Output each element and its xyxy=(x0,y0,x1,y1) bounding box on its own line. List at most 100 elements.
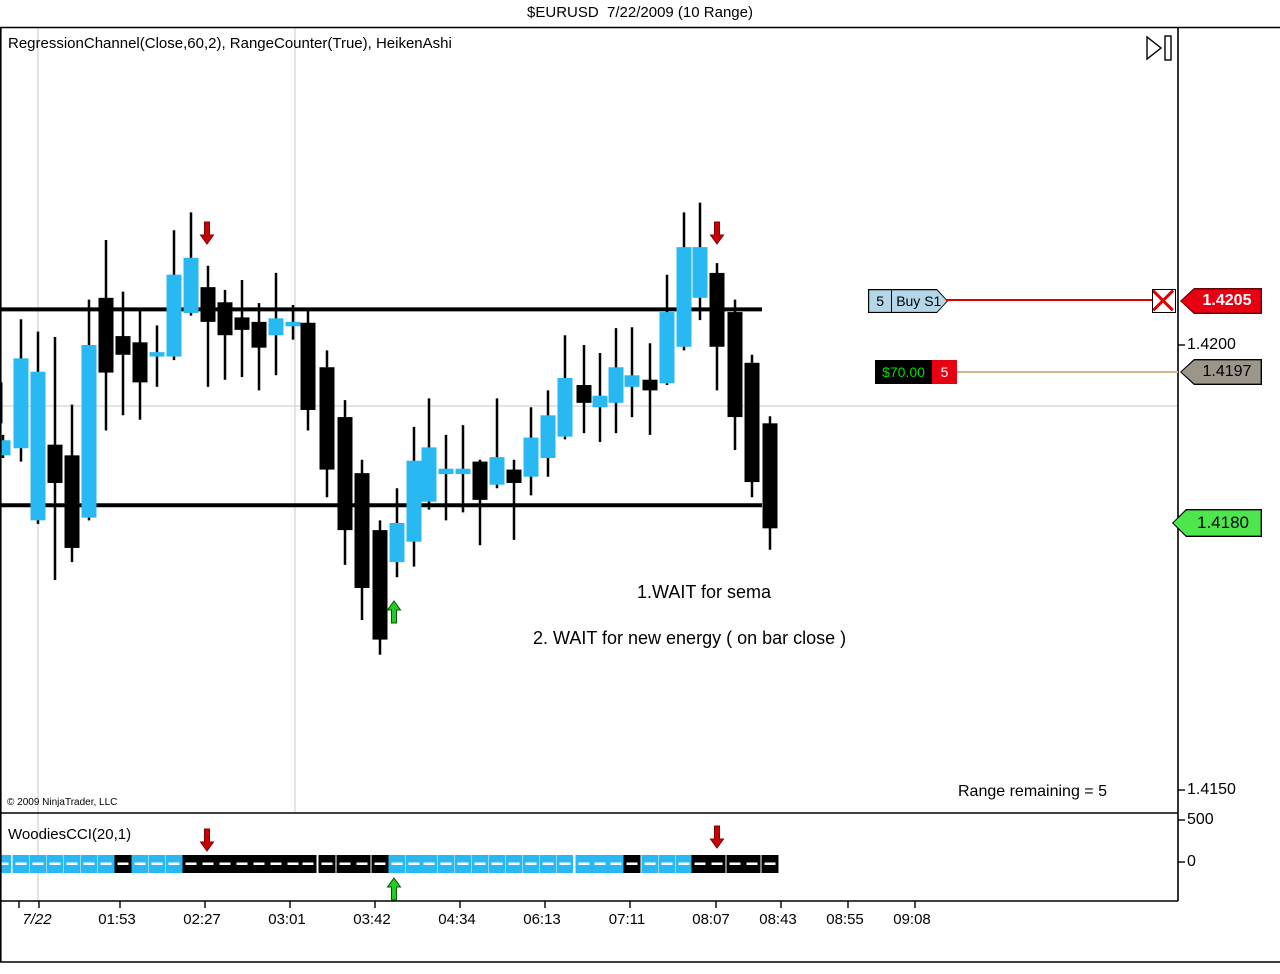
candle-body xyxy=(285,321,301,327)
cci-block-dash xyxy=(168,862,180,865)
candle-body xyxy=(659,312,675,384)
cancel-order-button[interactable] xyxy=(1152,289,1176,313)
candle-body xyxy=(489,457,505,485)
cci-block-dash xyxy=(100,862,112,865)
cci-block-dash xyxy=(134,862,146,865)
candle-body xyxy=(438,468,454,475)
cci-block-dash xyxy=(474,862,486,865)
go-to-end-icon[interactable] xyxy=(1144,33,1176,63)
position-price-tag: 1.4197 xyxy=(1180,359,1262,385)
candle-body xyxy=(642,379,658,391)
position-price-tag-text: 1.4197 xyxy=(1202,363,1252,380)
cci-block-dash xyxy=(678,862,690,865)
cci-block-separator xyxy=(11,855,12,873)
cci-block-dash xyxy=(764,862,776,865)
sell-signal-arrow-icon xyxy=(709,221,725,245)
cci-block-dash xyxy=(746,862,758,865)
sell-signal-arrow-icon xyxy=(199,828,215,852)
candle-body xyxy=(608,367,624,403)
cci-block-dash xyxy=(408,862,420,865)
cci-block-dash xyxy=(578,862,590,865)
cci-block-dash xyxy=(117,862,129,865)
candle-body xyxy=(47,444,63,483)
annotation-text: 2. WAIT for new energy ( on bar close ) xyxy=(533,628,847,648)
indicator-label: RegressionChannel(Close,60,2), RangeCoun… xyxy=(8,35,452,52)
cci-block-dash xyxy=(440,862,452,865)
time-axis-label: 03:42 xyxy=(353,911,391,928)
cci-block-dash xyxy=(423,862,435,865)
cci-block-separator xyxy=(573,855,574,873)
chart-title: $EURUSD 7/22/2009 (10 Range) xyxy=(527,4,753,21)
time-axis-label: 02:27 xyxy=(183,911,221,928)
candle-body xyxy=(149,352,165,357)
cci-block-dash xyxy=(302,862,314,865)
cci-block-dash xyxy=(236,862,248,865)
candle-body xyxy=(251,321,267,348)
go-to-end-bar xyxy=(1164,35,1172,61)
cci-block-dash xyxy=(66,862,78,865)
position-entry-line xyxy=(957,371,1178,373)
candle-body xyxy=(337,417,353,531)
last-price-tag-bg xyxy=(1173,510,1261,536)
candle-body xyxy=(421,447,437,502)
candle-body xyxy=(300,322,316,410)
cci-block-dash xyxy=(202,862,214,865)
cci-block-dash xyxy=(15,862,27,865)
time-axis-label: 04:34 xyxy=(438,911,476,928)
working-order-line[interactable] xyxy=(946,299,1152,301)
time-axis: 7/22 01:53 02:27 03:01 03:42 04:34 06:13 07:11 0… xyxy=(0,911,1280,933)
working-order-label[interactable]: 5 Buy S1 xyxy=(868,289,948,313)
buy-signal-arrow-icon xyxy=(386,600,402,624)
candle-body xyxy=(455,468,471,475)
cci-block-dash xyxy=(0,862,9,865)
cci-block-dash xyxy=(559,862,571,865)
candle-body xyxy=(709,272,725,347)
order-price-tag-bg xyxy=(1181,289,1261,313)
candle-body xyxy=(268,318,284,336)
candle-body xyxy=(472,461,488,500)
range-remaining-text: Range remaining = 5 xyxy=(958,783,1107,800)
time-axis-label: 7/22 xyxy=(22,911,52,928)
cci-block-dash xyxy=(594,862,606,865)
candle-body xyxy=(372,530,388,640)
candle-body xyxy=(166,274,182,357)
sell-signal-arrow-icon xyxy=(709,825,725,849)
time-axis-label: 03:01 xyxy=(268,911,306,928)
working-order-name: Buy S1 xyxy=(896,293,942,309)
candle-body xyxy=(592,395,608,408)
position-label: $70.00 5 xyxy=(875,360,957,384)
candle-body xyxy=(624,375,640,387)
candle-body xyxy=(762,423,778,529)
annotation-text: 1.WAIT for sema xyxy=(637,582,772,602)
candle-body xyxy=(354,473,370,588)
candle-body xyxy=(13,358,29,449)
position-pnl: $70.00 xyxy=(875,360,932,384)
cci-block-dash xyxy=(626,862,638,865)
candle-body xyxy=(319,367,335,470)
cci-block-dash xyxy=(374,862,386,865)
copyright-text: © 2009 NinjaTrader, LLC xyxy=(7,797,118,808)
cci-block-dash xyxy=(321,862,333,865)
cci-block-dash xyxy=(729,862,741,865)
cci-block-dash xyxy=(83,862,95,865)
time-axis-label: 08:07 xyxy=(692,911,730,928)
candle-body xyxy=(676,247,692,347)
cci-block-dash xyxy=(457,862,469,865)
candle-body xyxy=(81,345,97,518)
cci-block-dash xyxy=(610,862,622,865)
last-price-tag: 1.4180 xyxy=(1172,509,1262,537)
cci-block-dash xyxy=(49,862,61,865)
working-order-body: 5 Buy S1 xyxy=(869,290,947,312)
candle-body xyxy=(64,455,80,548)
cci-indicator-label: WoodiesCCI(20,1) xyxy=(8,826,132,843)
order-price-tag-text: 1.4205 xyxy=(1202,292,1252,309)
cci-block-dash xyxy=(287,862,299,865)
cci-block-dash xyxy=(525,862,537,865)
cci-block-dash xyxy=(661,862,673,865)
candle-body xyxy=(30,371,46,521)
cci-block-dash xyxy=(508,862,520,865)
candle-body xyxy=(744,362,760,483)
cci-block-dash xyxy=(644,862,656,865)
